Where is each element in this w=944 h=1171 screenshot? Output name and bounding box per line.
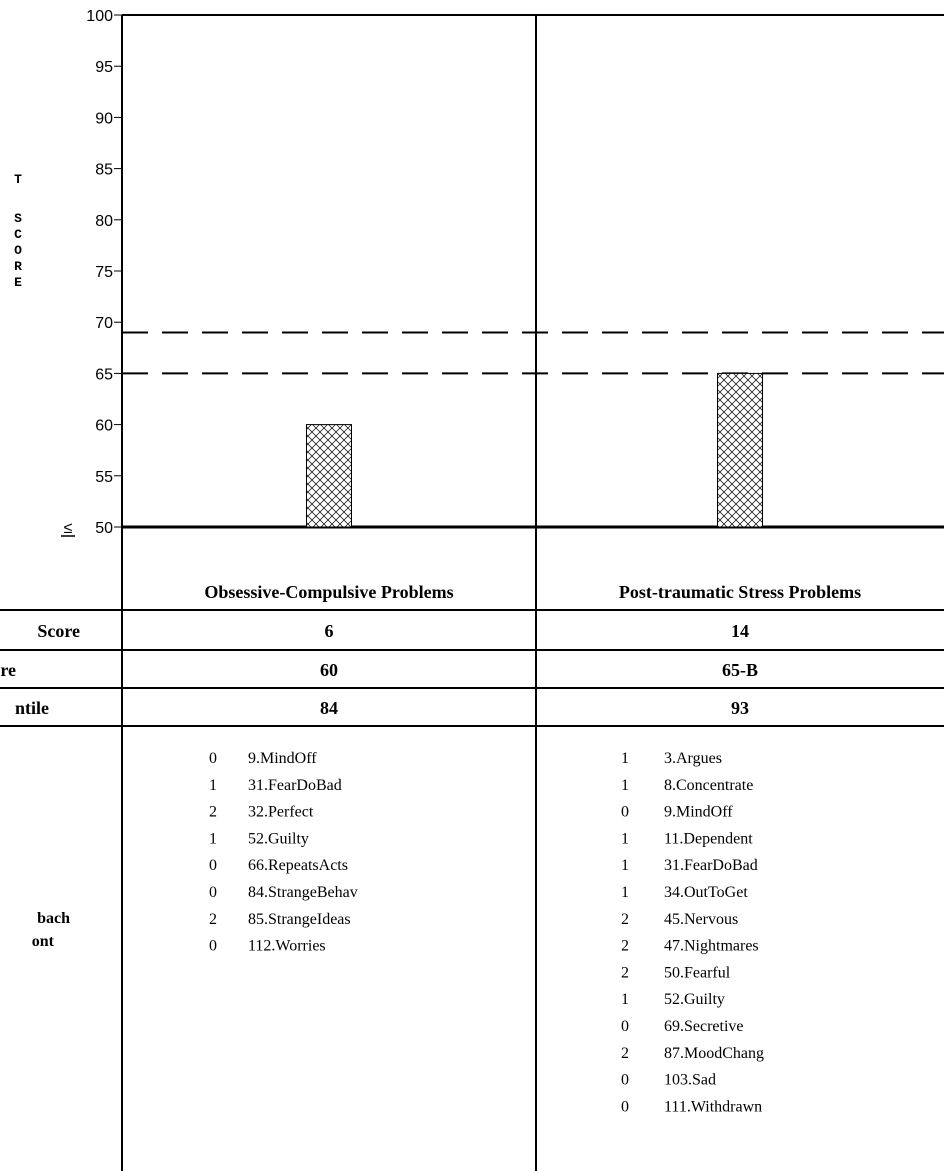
item-score-c0-3: 1 xyxy=(209,830,217,847)
y-tick-label-90: 90 xyxy=(95,110,113,127)
y-label-char-0: T xyxy=(14,172,22,187)
reference-lines xyxy=(122,331,944,375)
cell-r1-c0: 60 xyxy=(320,660,338,680)
y-axis-ticks: 100 95 90 85 80 75 70 65 60 55 50 ≤ xyxy=(61,8,122,537)
bars xyxy=(306,372,763,528)
item-score-c0-0: 0 xyxy=(209,750,217,767)
item-name-c1-2: 9.MindOff xyxy=(664,804,733,821)
item-name-c0-2: 32.Perfect xyxy=(248,804,314,821)
y-tick-label-95: 95 xyxy=(95,59,113,76)
item-score-c1-10: 0 xyxy=(621,1018,629,1035)
y-tick-label-70: 70 xyxy=(95,315,113,332)
item-name-c1-13: 111.Withdrawn xyxy=(664,1098,762,1115)
item-name-c0-3: 52.Guilty xyxy=(248,830,309,847)
row-label-2: ntile xyxy=(15,698,49,718)
cell-r0-c0: 6 xyxy=(325,621,334,641)
y-tick-label-85: 85 xyxy=(95,162,113,179)
bar-2 xyxy=(717,372,763,528)
cell-r1-c1: 65-B xyxy=(722,660,758,680)
item-score-c1-5: 1 xyxy=(621,884,629,901)
item-score-c1-7: 2 xyxy=(621,938,629,955)
y-label-char-2: S xyxy=(14,211,22,226)
column-header-1: Obsessive-Compulsive Problems xyxy=(204,582,453,602)
item-name-c1-11: 87.MoodChang xyxy=(664,1045,764,1062)
cell-r2-c1: 93 xyxy=(731,698,749,718)
item-score-c1-2: 0 xyxy=(621,804,629,821)
item-name-c1-1: 8.Concentrate xyxy=(664,777,753,794)
y-label-char-4: O xyxy=(14,243,22,258)
y-tick-label-65: 65 xyxy=(95,366,113,383)
y-tick-label-75: 75 xyxy=(95,264,113,281)
item-score-c0-1: 1 xyxy=(209,777,217,794)
item-score-c1-4: 1 xyxy=(621,857,629,874)
item-score-c0-2: 2 xyxy=(209,804,217,821)
bar-1 xyxy=(306,424,352,528)
table-grid xyxy=(0,609,944,727)
item-name-c1-5: 34.OutToGet xyxy=(664,884,748,901)
item-score-c0-5: 0 xyxy=(209,884,217,901)
item-score-c1-3: 1 xyxy=(621,830,629,847)
y-tick-label-80: 80 xyxy=(95,213,113,230)
item-score-c0-7: 0 xyxy=(209,938,217,955)
item-score-c1-9: 1 xyxy=(621,991,629,1008)
item-score-c1-8: 2 xyxy=(621,964,629,981)
item-name-c0-0: 9.MindOff xyxy=(248,750,317,767)
item-name-c0-1: 31.FearDoBad xyxy=(248,777,342,794)
item-name-c0-5: 84.StrangeBehav xyxy=(248,884,358,901)
item-name-c1-3: 11.Dependent xyxy=(664,830,753,847)
cell-r0-c1: 14 xyxy=(731,621,749,641)
column-header-2: Post-traumatic Stress Problems xyxy=(619,582,861,602)
item-name-c1-8: 50.Fearful xyxy=(664,964,731,981)
plot-frame xyxy=(121,14,944,1171)
item-name-c1-6: 45.Nervous xyxy=(664,911,738,928)
item-score-c1-11: 2 xyxy=(621,1045,629,1062)
item-name-c0-7: 112.Worries xyxy=(248,938,326,955)
item-name-c1-4: 31.FearDoBad xyxy=(664,857,758,874)
y-label-char-5: R xyxy=(14,259,22,274)
item-score-c1-1: 1 xyxy=(621,777,629,794)
row-label-items-1: bach xyxy=(37,910,70,927)
item-name-c1-12: 103.Sad xyxy=(664,1072,716,1089)
y-min-marker: ≤ xyxy=(64,520,73,537)
item-name-c0-4: 66.RepeatsActs xyxy=(248,857,348,874)
item-score-c1-6: 2 xyxy=(621,911,629,928)
item-score-c0-4: 0 xyxy=(209,857,217,874)
y-tick-label-50: 50 xyxy=(95,520,113,537)
y-tick-label-60: 60 xyxy=(95,418,113,435)
row-label-0: Score xyxy=(37,621,80,641)
item-name-c1-9: 52.Guilty xyxy=(664,991,725,1008)
y-label-char-3: C xyxy=(14,227,22,242)
table-text: Obsessive-Compulsive Problems Post-trauma… xyxy=(0,582,861,1115)
cell-r2-c0: 84 xyxy=(320,698,338,718)
item-score-c1-13: 0 xyxy=(621,1098,629,1115)
item-name-c1-7: 47.Nightmares xyxy=(664,938,759,955)
y-label-char-6: E xyxy=(14,275,22,290)
row-label-1: re xyxy=(0,660,16,680)
item-name-c1-10: 69.Secretive xyxy=(664,1018,744,1035)
item-name-c0-6: 85.StrangeIdeas xyxy=(248,911,351,928)
item-name-c1-0: 3.Argues xyxy=(664,750,722,767)
item-score-c1-12: 0 xyxy=(621,1072,629,1089)
y-tick-label-55: 55 xyxy=(95,469,113,486)
y-tick-label-100: 100 xyxy=(86,8,113,25)
row-label-items-2: ont xyxy=(32,933,55,950)
item-score-c1-0: 1 xyxy=(621,750,629,767)
item-score-c0-6: 2 xyxy=(209,911,217,928)
